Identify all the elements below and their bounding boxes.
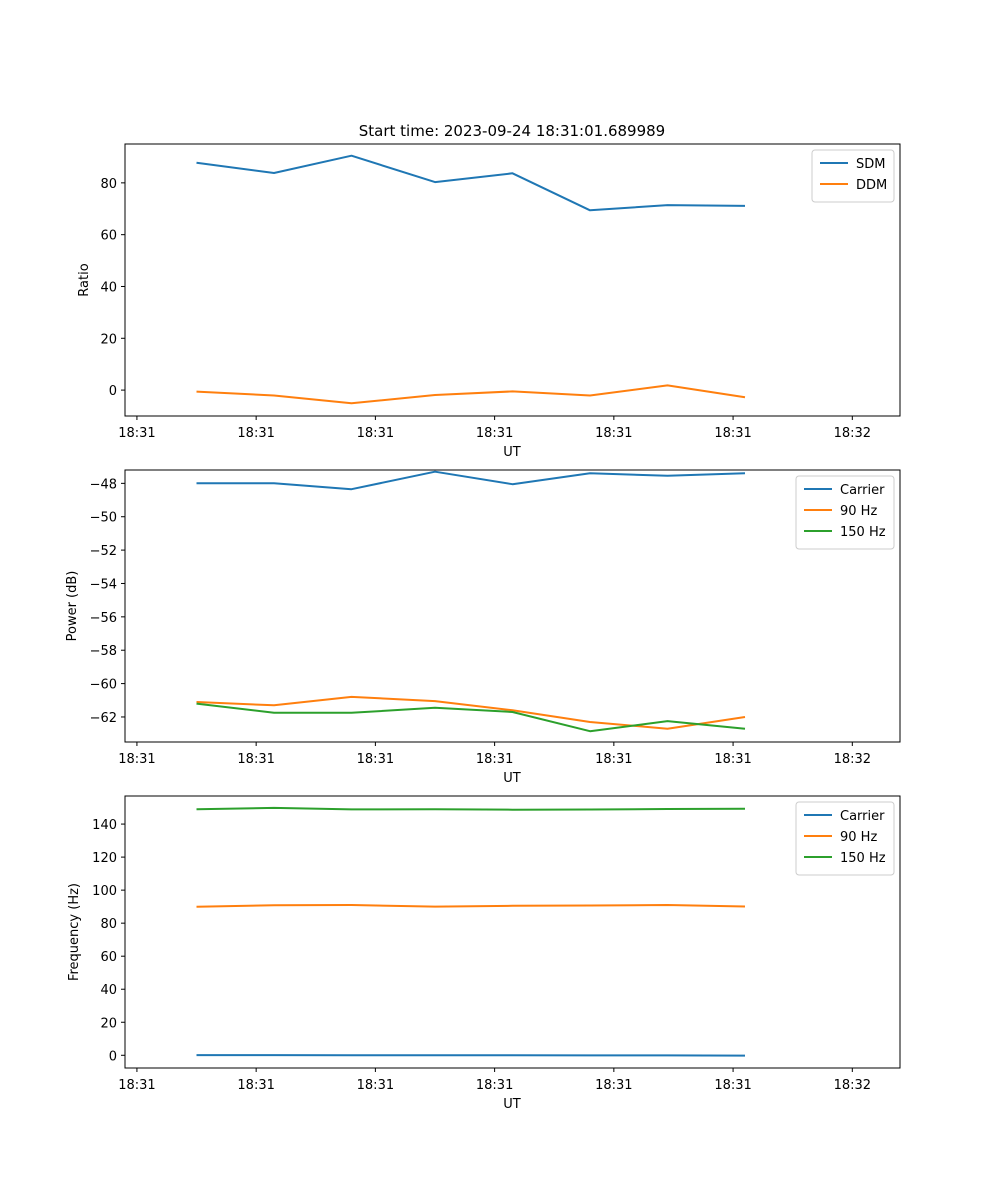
x-tick-label: 18:31 bbox=[357, 426, 394, 441]
legend: SDM DDM bbox=[811, 149, 895, 203]
x-tick-label: 18:31 bbox=[476, 1078, 513, 1093]
y-tick-label: 140 bbox=[92, 818, 117, 833]
y-tick-label: 120 bbox=[92, 851, 117, 866]
x-tick-label: 18:31 bbox=[237, 752, 274, 767]
x-tick-label: 18:32 bbox=[834, 1078, 871, 1093]
y-tick-label: 40 bbox=[100, 983, 117, 998]
axes-frame bbox=[124, 469, 901, 743]
legend-label: 90 Hz bbox=[840, 504, 877, 519]
series-line-90-hz bbox=[196, 904, 746, 908]
series-line-150-hz bbox=[196, 806, 746, 811]
x-tick-label: 18:32 bbox=[834, 426, 871, 441]
subplot-3: 0 20 40 60 80 100 120 140 18:31 18:31 18:31 18:31 18… bbox=[67, 795, 901, 1112]
legend-label: DDM bbox=[856, 178, 887, 193]
series-line-sdm bbox=[196, 154, 746, 212]
x-axis-label: UT bbox=[503, 1097, 521, 1112]
axes-frame bbox=[124, 795, 901, 1069]
y-tick-label: −50 bbox=[90, 511, 117, 526]
y-axis-label: Power (dB) bbox=[65, 571, 80, 642]
x-tick-label: 18:31 bbox=[595, 426, 632, 441]
x-tick-label: 18:31 bbox=[237, 426, 274, 441]
legend-label: Carrier bbox=[840, 483, 885, 498]
y-tick-label: 40 bbox=[100, 280, 117, 295]
legend-label: 150 Hz bbox=[840, 851, 886, 866]
legend: Carrier 90 Hz 150 Hz bbox=[795, 475, 895, 550]
subplots: 0 20 40 60 80 18:31 18:31 18:31 18:31 18:31 18:31 1… bbox=[65, 143, 901, 1112]
x-tick-label: 18:31 bbox=[476, 426, 513, 441]
x-axis-label: UT bbox=[503, 445, 521, 460]
legend-label: 90 Hz bbox=[840, 830, 877, 845]
x-tick-label: 18:31 bbox=[476, 752, 513, 767]
y-tick-label: −56 bbox=[90, 611, 117, 626]
x-tick-label: 18:31 bbox=[237, 1078, 274, 1093]
y-tick-label: 100 bbox=[92, 884, 117, 899]
y-tick-label: −62 bbox=[90, 711, 117, 726]
y-tick-label: 20 bbox=[100, 1016, 117, 1031]
y-tick-label: 60 bbox=[100, 229, 117, 244]
y-tick-label: −58 bbox=[90, 644, 117, 659]
x-tick-label: 18:31 bbox=[357, 1078, 394, 1093]
y-tick-label: −52 bbox=[90, 544, 117, 559]
legend-label: 150 Hz bbox=[840, 525, 886, 540]
y-axis-label: Ratio bbox=[77, 263, 92, 296]
x-tick-label: 18:31 bbox=[118, 1078, 155, 1093]
x-axis-label: UT bbox=[503, 771, 521, 786]
series-line-90-hz bbox=[196, 695, 746, 730]
series-line-carrier bbox=[196, 470, 746, 491]
y-axis-label: Frequency (Hz) bbox=[67, 883, 82, 981]
x-tick-label: 18:31 bbox=[595, 752, 632, 767]
y-tick-label: −60 bbox=[90, 678, 117, 693]
x-tick-label: 18:31 bbox=[118, 426, 155, 441]
y-tick-label: 0 bbox=[109, 1049, 117, 1064]
x-tick-label: 18:32 bbox=[834, 752, 871, 767]
x-tick-label: 18:31 bbox=[714, 426, 751, 441]
x-tick-label: 18:31 bbox=[714, 752, 751, 767]
series-line-ddm bbox=[196, 384, 746, 405]
series-line-150-hz bbox=[196, 702, 746, 733]
y-tick-label: 0 bbox=[109, 384, 117, 399]
x-tick-label: 18:31 bbox=[595, 1078, 632, 1093]
y-tick-label: 20 bbox=[100, 332, 117, 347]
y-tick-label: −54 bbox=[90, 577, 117, 592]
subplot-2: −48 −50 −52 −54 −56 −58 −60 −62 18:31 18:31 18:31 1… bbox=[65, 469, 901, 786]
subplot-1: 0 20 40 60 80 18:31 18:31 18:31 18:31 18:31 18:31 1… bbox=[77, 143, 901, 460]
axes-frame bbox=[124, 143, 901, 417]
x-tick-label: 18:31 bbox=[118, 752, 155, 767]
x-tick-label: 18:31 bbox=[714, 1078, 751, 1093]
figure-title: Start time: 2023-09-24 18:31:01.689989 bbox=[359, 122, 665, 140]
legend-label: Carrier bbox=[840, 809, 885, 824]
series-line-carrier bbox=[196, 1054, 746, 1057]
legend-label: SDM bbox=[856, 157, 885, 172]
y-tick-label: 60 bbox=[100, 950, 117, 965]
y-tick-label: 80 bbox=[100, 917, 117, 932]
y-tick-label: 80 bbox=[100, 177, 117, 192]
legend: Carrier 90 Hz 150 Hz bbox=[795, 801, 895, 876]
y-tick-label: −48 bbox=[90, 477, 117, 492]
x-tick-label: 18:31 bbox=[357, 752, 394, 767]
